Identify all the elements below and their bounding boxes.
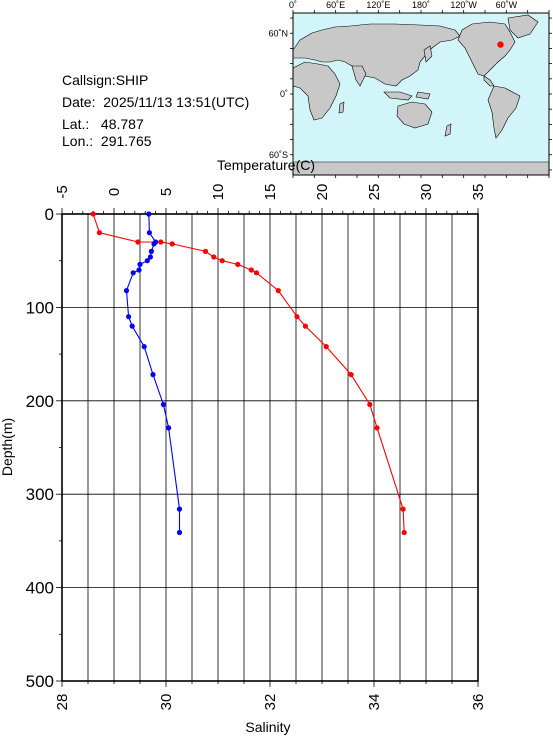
- temperature-point: [219, 258, 225, 264]
- map-lat-tick-label: 0˚: [280, 89, 288, 99]
- salinity-point: [176, 529, 183, 536]
- salinity-point: [148, 248, 154, 254]
- map-land: [292, 14, 550, 176]
- temperature-tick-label: 10: [210, 184, 227, 201]
- temperature-point: [253, 270, 260, 276]
- temperature-point: [323, 344, 329, 350]
- salinity-axis-title: Salinity: [245, 719, 290, 735]
- salinity-point: [141, 344, 147, 350]
- map-lat-tick-label: 60˚S: [269, 150, 288, 160]
- temperature-axis: -5 0 5 10 15 20 25 30 35: [54, 184, 487, 214]
- map-longitude-labels: 0˚ 60˚E 120˚E 180˚ 120˚W 60˚W: [289, 0, 518, 10]
- salinity-axis: 28 30 32 34 36: [54, 681, 487, 710]
- salinity-point: [160, 401, 166, 408]
- callsign-label: Callsign:SHIP: [62, 72, 149, 88]
- map-lon-tick-label: 120˚W: [450, 0, 477, 10]
- salinity-point: [147, 254, 153, 260]
- series-layer: [90, 211, 407, 536]
- salinity-point: [151, 241, 157, 247]
- salinity-point: [126, 314, 132, 320]
- map-lon-tick-label: 60˚W: [496, 0, 518, 10]
- map-latitude-labels: 60˚N 0˚ 60˚S: [268, 28, 288, 160]
- depth-tick-label: 0: [45, 205, 54, 224]
- salinity-point: [144, 258, 150, 264]
- temperature-axis-title: Temperature(C): [217, 157, 315, 173]
- latitude-label: Lat.: 48.787: [62, 116, 144, 132]
- salinity-point: [129, 323, 135, 329]
- temperature-tick-label: 0: [106, 188, 123, 196]
- map-lon-tick-label: 120˚E: [366, 0, 390, 10]
- temperature-point: [169, 241, 175, 247]
- temperature-point: [135, 239, 141, 245]
- temperature-tick-label: -5: [54, 185, 71, 198]
- temperature-point: [275, 288, 281, 294]
- salinity-point: [123, 288, 130, 294]
- depth-tick-label: 200: [26, 392, 54, 411]
- temperature-tick-label: 15: [262, 184, 279, 201]
- depth-axis: 0 100 200 300 400 500: [26, 205, 62, 691]
- map-marker-layer: [497, 41, 504, 48]
- temperature-point: [400, 506, 406, 512]
- temperature-point: [235, 261, 241, 267]
- salinity-tick-label: 34: [366, 694, 383, 711]
- salinity-point: [146, 211, 152, 217]
- temperature-point: [348, 372, 354, 378]
- temperature-point: [248, 267, 254, 273]
- temperature-point: [401, 529, 407, 536]
- map-lon-tick-label: 180˚: [412, 0, 430, 10]
- station-marker: [497, 41, 504, 48]
- map-ticks: [290, 10, 552, 178]
- date-label: Date: 2025/11/13 13:51(UTC): [62, 94, 250, 110]
- temperature-tick-label: 35: [470, 184, 487, 201]
- temperature-point: [96, 230, 102, 236]
- temperature-tick-label: 20: [314, 184, 331, 201]
- salinity-tick-label: 32: [262, 694, 279, 711]
- salinity-point: [150, 372, 156, 378]
- location-map: 0˚ 60˚E 120˚E 180˚ 120˚W 60˚W 60˚N 0˚ 60˚S: [268, 0, 552, 178]
- temperature-tick-label: 25: [366, 184, 383, 201]
- salinity-point: [166, 425, 172, 431]
- depth-tick-label: 500: [26, 672, 54, 691]
- salinity-point: [130, 270, 136, 276]
- depth-tick-label: 300: [26, 485, 54, 504]
- salinity-point: [146, 230, 152, 236]
- salinity-point: [176, 506, 183, 512]
- salinity-tick-label: 36: [470, 694, 487, 711]
- temperature-point: [294, 314, 300, 320]
- temperature-point: [302, 323, 308, 329]
- depth-tick-label: 400: [26, 579, 54, 598]
- map-lon-tick-label: 0˚: [289, 0, 297, 10]
- depth-axis-title: Depth(m): [0, 418, 15, 476]
- longitude-label: Lon.: 291.765: [62, 133, 152, 149]
- salinity-point: [136, 267, 142, 273]
- temperature-tick-label: 30: [418, 184, 435, 201]
- salinity-tick-label: 28: [54, 694, 71, 711]
- map-lon-tick-label: 60˚E: [326, 0, 345, 10]
- temperature-point: [374, 425, 380, 431]
- temperature-point: [90, 211, 96, 217]
- salinity-tick-label: 30: [158, 694, 175, 711]
- temperature-point: [211, 254, 217, 260]
- depth-tick-label: 100: [26, 298, 54, 317]
- temperature-tick-label: 5: [158, 188, 175, 196]
- map-lat-tick-label: 60˚N: [268, 28, 288, 38]
- salinity-point: [137, 261, 143, 267]
- temperature-point: [202, 248, 209, 254]
- temperature-point: [367, 401, 373, 408]
- temperature-point: [158, 239, 164, 245]
